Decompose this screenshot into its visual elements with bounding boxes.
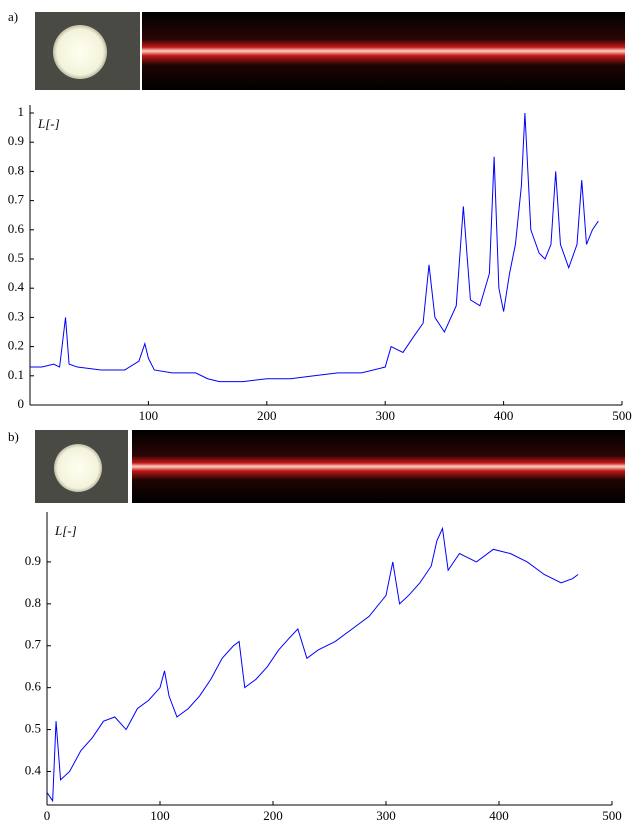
y-tick-label: 0.8 [25,595,41,610]
y-tick-label: 0.1 [8,367,24,382]
y-tick-label: 0.6 [8,221,25,236]
y-tick-label: 0.3 [8,308,24,323]
y-tick-label: 0.9 [8,133,24,148]
y-axis-label: L[-] [54,523,77,538]
x-tick-label: 200 [263,808,283,823]
y-tick-label: 0 [18,396,25,411]
photos-a [35,12,625,90]
y-tick-label: 0.2 [8,338,24,353]
data-line [46,526,579,803]
x-tick-label: 500 [602,808,622,823]
y-tick-label: 0.5 [8,250,24,265]
y-tick-label: 0.8 [8,162,24,177]
data-line [30,112,599,383]
y-tick-label: 0.4 [25,762,42,777]
x-tick-label: 400 [489,808,509,823]
x-tick-label: 300 [376,808,396,823]
x-tick-label: 100 [139,408,159,423]
x-tick-label: 100 [150,808,170,823]
x-tick-label: 200 [257,408,277,423]
panel-label: a) [8,9,18,24]
x-tick-label: 400 [494,408,514,423]
y-tick-label: 0.6 [25,679,42,694]
y-tick-label: 1 [18,104,25,119]
y-tick-label: 0.7 [25,637,42,652]
x-tick-label: 300 [375,408,395,423]
x-tick-label: 0 [44,808,51,823]
panel-label: b) [8,429,19,444]
x-tick-label: 500 [612,408,632,423]
y-tick-label: 0.7 [8,192,25,207]
y-tick-label: 0.4 [8,279,25,294]
y-axis-label: L[-] [37,116,60,131]
y-tick-label: 0.9 [25,553,41,568]
y-tick-label: 0.5 [25,721,41,736]
photos-b [35,430,625,503]
